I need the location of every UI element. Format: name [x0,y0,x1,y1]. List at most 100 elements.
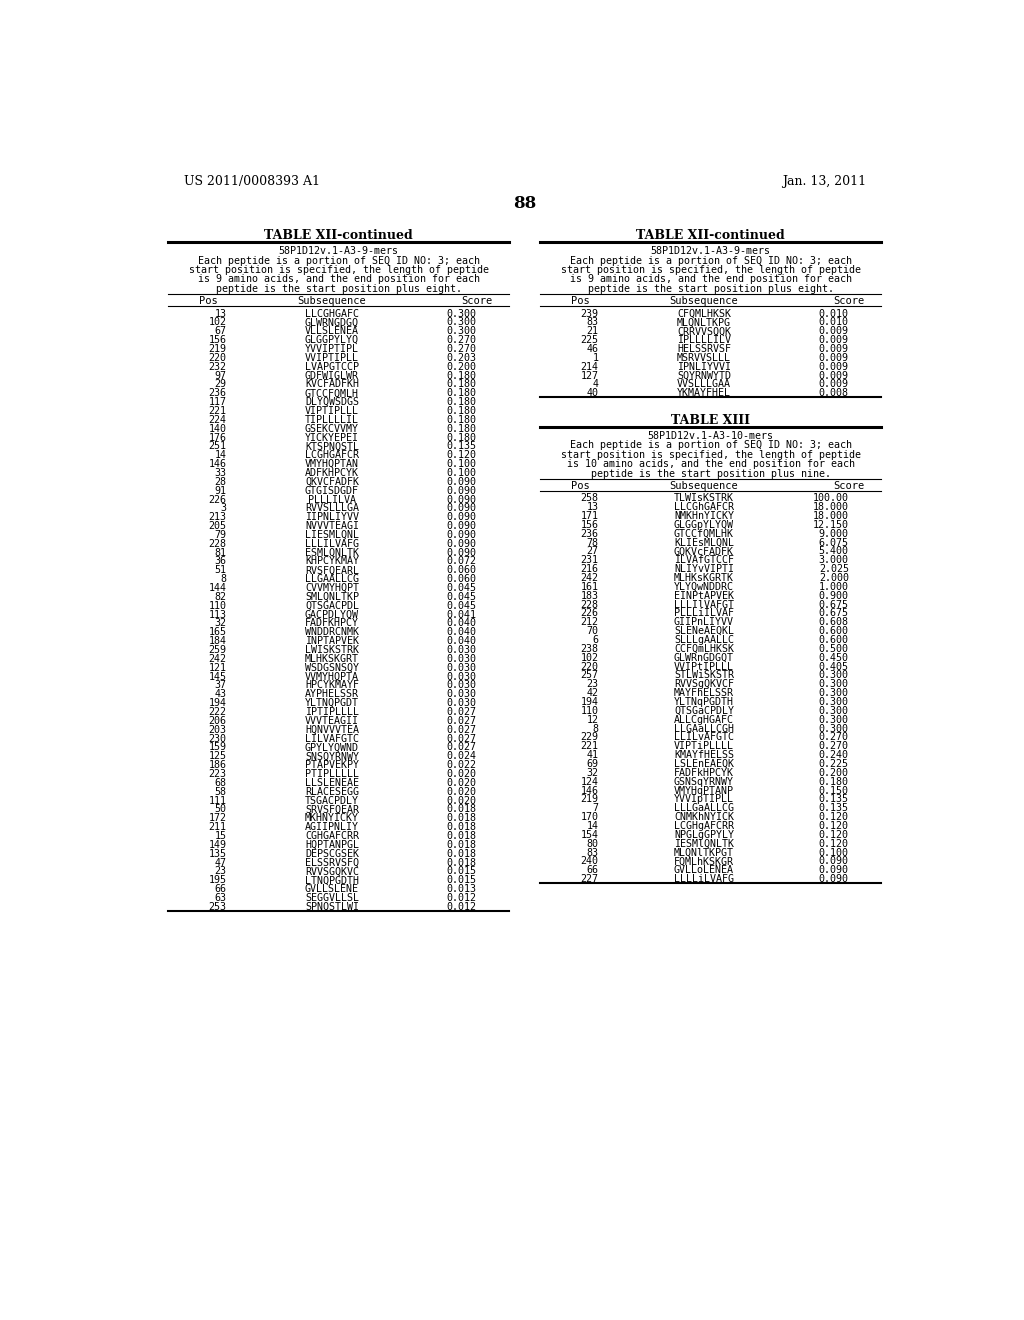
Text: PTAPVEKPY: PTAPVEKPY [305,760,359,770]
Text: NVVVTEAGI: NVVVTEAGI [305,521,359,531]
Text: HPCYKMAYF: HPCYKMAYF [305,681,359,690]
Text: 161: 161 [581,582,598,591]
Text: 135: 135 [209,849,226,859]
Text: IPNLIYVVI: IPNLIYVVI [677,362,731,372]
Text: LCGHgAFCRR: LCGHgAFCRR [674,821,734,832]
Text: 195: 195 [209,875,226,886]
Text: 4: 4 [593,379,598,389]
Text: 223: 223 [209,770,226,779]
Text: 0.675: 0.675 [819,609,849,619]
Text: LLLILVAFG: LLLILVAFG [305,539,359,549]
Text: US 2011/0008393 A1: US 2011/0008393 A1 [183,176,319,189]
Text: 70: 70 [587,626,598,636]
Text: 156: 156 [581,520,598,529]
Text: 176: 176 [209,433,226,442]
Text: 0.090: 0.090 [446,512,477,523]
Text: Each peptide is a portion of SEQ ID NO: 3; each: Each peptide is a portion of SEQ ID NO: … [198,256,480,265]
Text: 211: 211 [209,822,226,832]
Text: 9.000: 9.000 [819,529,849,539]
Text: STLWiSKSTR: STLWiSKSTR [674,671,734,680]
Text: 224: 224 [209,414,226,425]
Text: 0.045: 0.045 [446,583,477,593]
Text: 186: 186 [209,760,226,770]
Text: WNDDRCNMK: WNDDRCNMK [305,627,359,638]
Text: IPTIPLLLL: IPTIPLLLL [305,708,359,717]
Text: 159: 159 [209,742,226,752]
Text: 0.100: 0.100 [446,459,477,469]
Text: 226: 226 [581,609,598,619]
Text: 0.027: 0.027 [446,742,477,752]
Text: 0.120: 0.120 [819,812,849,822]
Text: YVVIPTIPL: YVVIPTIPL [305,345,359,354]
Text: 203: 203 [209,725,226,735]
Text: 0.009: 0.009 [819,326,849,337]
Text: YLTNqPGDTH: YLTNqPGDTH [674,697,734,708]
Text: VVIPTIPLL: VVIPTIPLL [305,352,359,363]
Text: YLYQwNDDRC: YLYQwNDDRC [674,582,734,591]
Text: 67: 67 [214,326,226,337]
Text: 0.090: 0.090 [446,529,477,540]
Text: 184: 184 [209,636,226,647]
Text: 205: 205 [209,521,226,531]
Text: 6.075: 6.075 [819,537,849,548]
Text: 144: 144 [209,583,226,593]
Text: MLHKSKGRT: MLHKSKGRT [305,653,359,664]
Text: LILVAFGTC: LILVAFGTC [305,734,359,743]
Text: CNMKhNYICK: CNMKhNYICK [674,812,734,822]
Text: 37: 37 [214,681,226,690]
Text: ELSSRVSFQ: ELSSRVSFQ [305,858,359,867]
Text: 0.270: 0.270 [446,345,477,354]
Text: 0.020: 0.020 [446,770,477,779]
Text: GQKVcFADFK: GQKVcFADFK [674,546,734,557]
Text: 58: 58 [214,787,226,797]
Text: 0.180: 0.180 [446,424,477,434]
Text: 165: 165 [209,627,226,638]
Text: 0.012: 0.012 [446,892,477,903]
Text: WSDGSNSQY: WSDGSNSQY [305,663,359,673]
Text: 14: 14 [214,450,226,461]
Text: KVCFADFKH: KVCFADFKH [305,379,359,389]
Text: 21: 21 [587,326,598,337]
Text: LLLIlVAFGT: LLLIlVAFGT [674,599,734,610]
Text: 0.120: 0.120 [819,838,849,849]
Text: YKMAYFHEL: YKMAYFHEL [677,388,731,399]
Text: TABLE XIII: TABLE XIII [672,414,751,428]
Text: IPLLLLILV: IPLLLLILV [677,335,731,345]
Text: 41: 41 [587,750,598,760]
Text: 0.018: 0.018 [446,813,477,824]
Text: 1.000: 1.000 [819,582,849,591]
Text: 206: 206 [209,715,226,726]
Text: LVAPGTCCP: LVAPGTCCP [305,362,359,372]
Text: 0.090: 0.090 [446,477,477,487]
Text: 253: 253 [209,902,226,912]
Text: MLHKsKGRTK: MLHKsKGRTK [674,573,734,583]
Text: 111: 111 [209,796,226,805]
Text: TABLE XII-continued: TABLE XII-continued [264,230,413,243]
Text: 0.600: 0.600 [819,635,849,645]
Text: 0.180: 0.180 [446,407,477,416]
Text: LLCGHGAFC: LLCGHGAFC [305,309,359,318]
Text: 214: 214 [581,362,598,372]
Text: 251: 251 [209,441,226,451]
Text: 0.200: 0.200 [819,768,849,777]
Text: CGHGAFCRR: CGHGAFCRR [305,832,359,841]
Text: 154: 154 [581,830,598,840]
Text: 216: 216 [581,564,598,574]
Text: SMLQNLTKP: SMLQNLTKP [305,591,359,602]
Text: 236: 236 [581,529,598,539]
Text: 229: 229 [581,733,598,742]
Text: VVSLLLGAA: VVSLLLGAA [677,379,731,389]
Text: 0.090: 0.090 [446,495,477,504]
Text: GDFWIGLWR: GDFWIGLWR [305,371,359,380]
Text: 0.500: 0.500 [819,644,849,653]
Text: SPNQSTLWI: SPNQSTLWI [305,902,359,912]
Text: INPTAPVEK: INPTAPVEK [305,636,359,647]
Text: 0.027: 0.027 [446,725,477,735]
Text: 0.010: 0.010 [819,309,849,318]
Text: 257: 257 [581,671,598,680]
Text: 194: 194 [209,698,226,708]
Text: 171: 171 [581,511,598,521]
Text: 0.225: 0.225 [819,759,849,770]
Text: 18.000: 18.000 [813,502,849,512]
Text: 69: 69 [587,759,598,770]
